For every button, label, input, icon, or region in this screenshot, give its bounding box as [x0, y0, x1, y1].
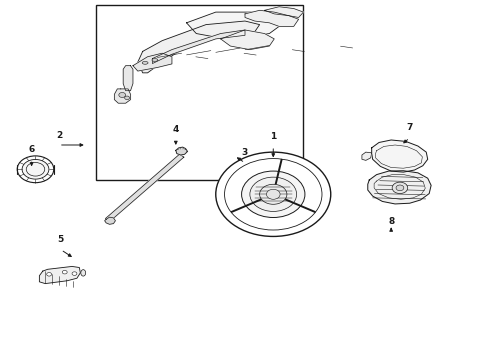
- Circle shape: [72, 272, 77, 275]
- Circle shape: [119, 93, 125, 98]
- Polygon shape: [372, 140, 428, 172]
- Text: 1: 1: [270, 132, 276, 141]
- Polygon shape: [368, 171, 431, 204]
- Ellipse shape: [26, 162, 45, 176]
- Circle shape: [62, 270, 67, 274]
- Polygon shape: [152, 30, 245, 64]
- Text: 4: 4: [172, 125, 179, 134]
- Polygon shape: [187, 12, 279, 37]
- Ellipse shape: [152, 59, 158, 62]
- Ellipse shape: [17, 156, 54, 183]
- Polygon shape: [123, 66, 133, 91]
- Ellipse shape: [142, 62, 148, 64]
- Circle shape: [396, 185, 404, 191]
- Circle shape: [260, 184, 287, 204]
- Polygon shape: [362, 152, 372, 160]
- Circle shape: [250, 177, 296, 211]
- Circle shape: [216, 152, 331, 237]
- Text: 7: 7: [407, 123, 413, 132]
- Polygon shape: [176, 147, 188, 155]
- Circle shape: [267, 189, 280, 199]
- Circle shape: [392, 182, 408, 194]
- Ellipse shape: [81, 270, 86, 276]
- Bar: [97, 5, 303, 180]
- Text: 3: 3: [242, 148, 248, 157]
- Polygon shape: [133, 53, 172, 71]
- Polygon shape: [245, 10, 298, 26]
- Circle shape: [242, 171, 305, 217]
- Circle shape: [224, 158, 322, 230]
- Polygon shape: [39, 266, 80, 284]
- Circle shape: [47, 273, 51, 276]
- Text: 6: 6: [28, 145, 35, 154]
- Text: 8: 8: [388, 217, 394, 226]
- Polygon shape: [105, 154, 184, 221]
- Polygon shape: [115, 89, 130, 103]
- Polygon shape: [265, 7, 303, 18]
- Polygon shape: [105, 217, 116, 224]
- Ellipse shape: [22, 159, 49, 179]
- Text: 5: 5: [58, 235, 64, 244]
- Text: 2: 2: [56, 131, 62, 140]
- Polygon shape: [220, 30, 274, 50]
- Polygon shape: [138, 21, 260, 73]
- Circle shape: [124, 96, 129, 100]
